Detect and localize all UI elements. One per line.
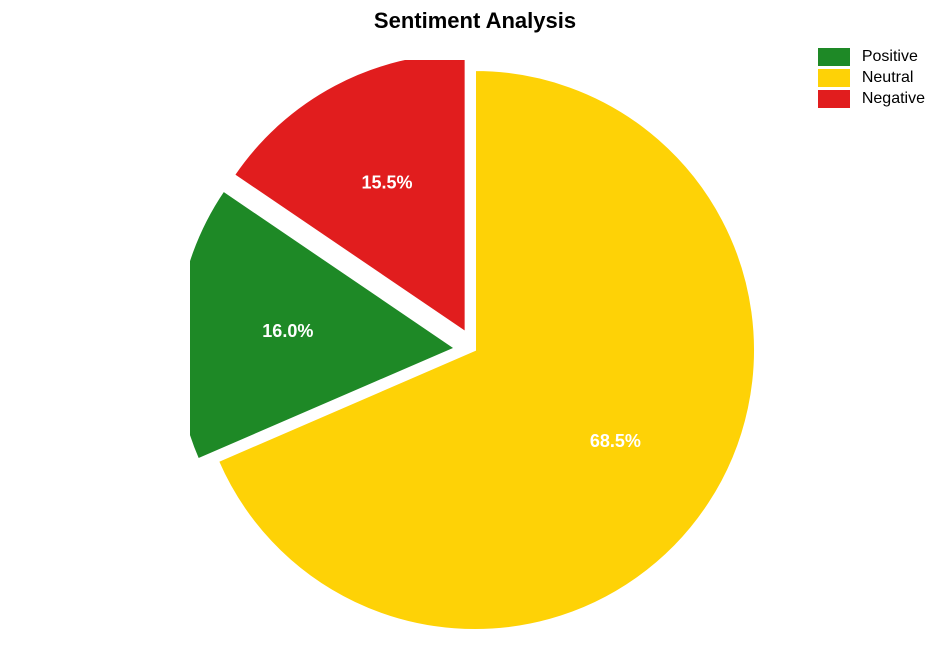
legend-item-positive: Positive [818,48,925,66]
legend-item-neutral: Neutral [818,69,925,87]
legend-label-neutral: Neutral [862,69,914,87]
pie-label-positive: 16.0% [262,321,313,341]
legend-swatch-negative [818,90,850,108]
legend-swatch-positive [818,48,850,66]
legend-label-positive: Positive [862,48,918,66]
legend: Positive Neutral Negative [818,48,925,111]
chart-title: Sentiment Analysis [0,8,950,34]
legend-item-negative: Negative [818,90,925,108]
legend-swatch-neutral [818,69,850,87]
legend-label-negative: Negative [862,90,925,108]
pie-chart: 68.5% 16.0% 15.5% [190,60,760,645]
pie-label-neutral: 68.5% [590,431,641,451]
pie-label-negative: 15.5% [362,173,413,193]
